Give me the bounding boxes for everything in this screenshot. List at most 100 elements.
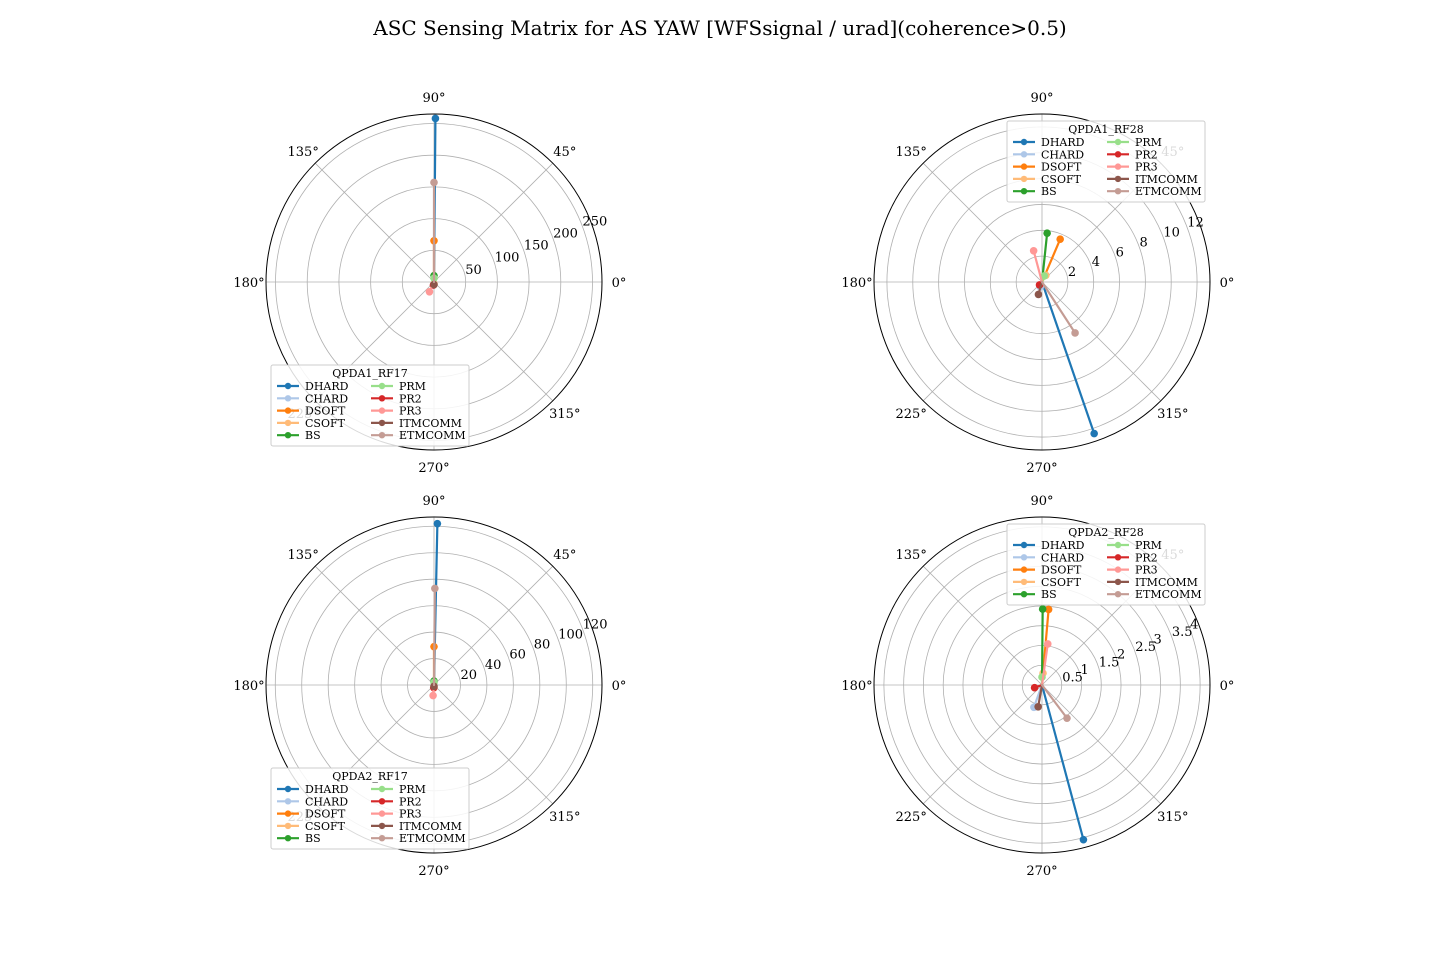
radial-tick-label: 3.5: [1172, 625, 1193, 640]
data-point-pr2: [1030, 683, 1039, 692]
radial-tick-label: 250: [582, 214, 607, 229]
legend-swatch-marker: [1020, 151, 1028, 158]
angular-gridline: [433, 684, 554, 805]
angular-gridline: [433, 162, 554, 283]
legend-swatch-marker: [284, 432, 292, 439]
legend-swatch-marker: [284, 835, 292, 842]
legend-swatch-marker: [284, 810, 292, 817]
legend-entry-dsoft: DSOFT: [1041, 161, 1082, 174]
legend-entry-bs: BS: [305, 832, 321, 845]
legend-entry-csoft: CSOFT: [1041, 173, 1082, 186]
legend-title: QPDA2_RF17: [332, 770, 408, 783]
series-line-dhard: [1040, 280, 1096, 435]
legend-entry-dhard: DHARD: [1041, 136, 1085, 149]
legend-entry-dsoft: DSOFT: [305, 405, 346, 418]
radial-tick-label: 12: [1187, 216, 1204, 231]
radial-tick-label: 80: [534, 638, 551, 653]
polar-frame: [873, 113, 1211, 451]
legend-entry-pr3: PR3: [399, 808, 422, 821]
legend-entry-chard: CHARD: [1041, 148, 1084, 161]
radial-tick-label: 1: [1081, 663, 1089, 678]
legend-swatch-marker: [378, 432, 386, 439]
angle-tick-label: 315°: [549, 407, 580, 422]
legend-entry-pr3: PR3: [399, 405, 422, 418]
radial-tick-label: 120: [583, 617, 608, 632]
legend-entry-itmcomm: ITMCOMM: [399, 417, 462, 430]
data-point-dhard: [433, 519, 442, 528]
legend-entry-bs: BS: [1041, 588, 1057, 601]
series-itmcomm: [1034, 683, 1044, 711]
legend-swatch-marker: [1114, 591, 1122, 598]
radial-tick-label: 60: [509, 648, 526, 663]
legend-swatch-marker: [1114, 541, 1122, 549]
legend-title: QPDA1_RF17: [332, 367, 408, 380]
angle-tick-label: 225°: [896, 810, 927, 825]
series-line-etmcomm: [1040, 280, 1077, 335]
legend-swatch-marker: [1114, 163, 1122, 170]
legend-entry-chard: CHARD: [305, 795, 348, 808]
angle-tick-label: 270°: [1026, 461, 1057, 476]
data-point-pr3: [425, 287, 434, 296]
legend-entry-pr3: PR3: [1135, 564, 1158, 577]
series-etmcomm: [1040, 280, 1079, 337]
series-dhard: [431, 114, 440, 284]
data-point-pr3: [429, 691, 437, 700]
polar-chart-3: 0°45°90°135°180°225°270°315°204060801001…: [233, 494, 626, 879]
series-itmcomm: [1034, 280, 1044, 299]
figure-title: ASC Sensing Matrix for AS YAW [WFSsignal…: [372, 16, 1067, 40]
legend-entry-etmcomm: ETMCOMM: [399, 832, 466, 845]
legend-entry-dsoft: DSOFT: [305, 808, 346, 821]
legend-frame: [270, 767, 470, 850]
data-point-dhard: [1090, 429, 1098, 438]
radial-tick-label: 10: [1163, 226, 1180, 241]
data-point-itmcomm: [430, 280, 438, 289]
legend-swatch-marker: [1114, 175, 1122, 183]
data-point-bs: [1043, 229, 1051, 237]
series-line-etmcomm: [432, 587, 436, 687]
legend-entry-prm: PRM: [1135, 136, 1162, 149]
legend-entry-itmcomm: ITMCOMM: [399, 820, 462, 833]
angle-tick-label: 315°: [549, 810, 580, 825]
angle-tick-label: 315°: [1157, 407, 1188, 422]
data-point-etmcomm: [1071, 329, 1079, 337]
angle-tick-label: 180°: [841, 679, 872, 694]
legend-swatch-marker: [378, 407, 386, 414]
angle-tick-label: 90°: [1030, 494, 1053, 509]
data-point-etmcomm: [1063, 714, 1071, 722]
data-point-pr3: [1029, 246, 1038, 255]
angle-tick-label: 135°: [288, 548, 319, 563]
data-point-etmcomm: [431, 584, 439, 593]
data-point-pr3: [1043, 640, 1052, 648]
legend-swatch-marker: [378, 835, 386, 842]
polar-frame: [265, 516, 603, 854]
series-etmcomm: [431, 584, 439, 687]
legend-entry-etmcomm: ETMCOMM: [1135, 588, 1202, 601]
legend-entry-bs: BS: [305, 429, 321, 442]
series-pr3: [1040, 640, 1052, 687]
legend-swatch-marker: [1114, 138, 1122, 146]
angle-tick-label: 90°: [422, 91, 445, 106]
radial-tick-label: 1.5: [1099, 655, 1120, 670]
radial-tick-label: 2: [1068, 265, 1076, 280]
data-point-itmcomm: [1034, 290, 1043, 299]
radial-tick-label: 2.5: [1135, 640, 1156, 655]
angular-gridline: [922, 162, 1043, 283]
legend-entry-dhard: DHARD: [305, 783, 349, 796]
angular-gridline: [433, 281, 554, 402]
angular-gridline: [314, 565, 435, 686]
legend-frame: [1006, 120, 1206, 203]
legend-entry-prm: PRM: [1135, 539, 1162, 552]
angular-gridline: [922, 565, 1043, 686]
legend-entry-pr2: PR2: [1135, 148, 1158, 161]
angle-tick-label: 180°: [841, 276, 872, 291]
angle-tick-label: 135°: [896, 548, 927, 563]
radial-tick-label: 4: [1092, 255, 1100, 270]
legend-swatch-marker: [1020, 591, 1028, 598]
data-point-dhard: [431, 114, 440, 123]
legend-swatch-marker: [284, 419, 292, 427]
polar-chart-1: 0°45°90°135°180°225°270°315°501001502002…: [233, 91, 626, 476]
legend-swatch-marker: [284, 395, 292, 402]
legend-entry-etmcomm: ETMCOMM: [399, 429, 466, 442]
data-point-itmcomm: [430, 682, 438, 691]
legend-swatch-marker: [1020, 554, 1028, 561]
